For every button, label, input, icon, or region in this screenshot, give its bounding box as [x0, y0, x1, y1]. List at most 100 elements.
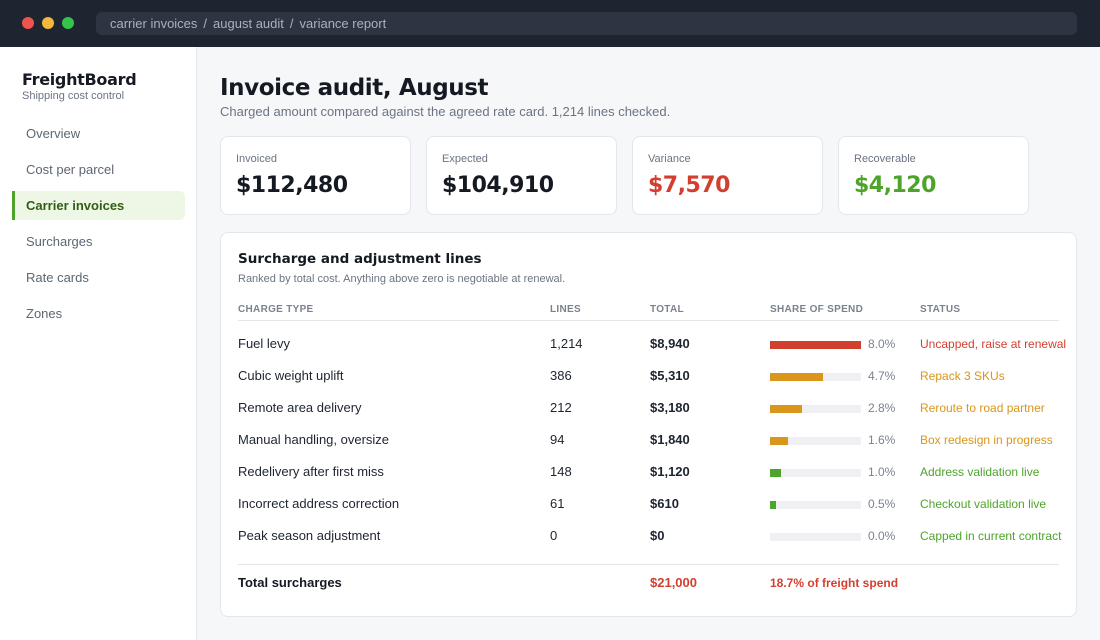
breadcrumb-separator: / [289, 16, 294, 31]
surcharge-panel: Surcharge and adjustment lines Ranked by… [220, 232, 1077, 617]
column-header-lines[interactable]: LINES [550, 304, 581, 315]
breadcrumb-item[interactable]: carrier invoices [110, 16, 198, 31]
sidebar-item-zones[interactable]: Zones [26, 306, 63, 321]
window-titlebar: carrier invoices / august audit / variance r… [0, 0, 1100, 47]
stat-label: Invoiced [236, 153, 277, 165]
breadcrumb-item[interactable]: variance report [299, 16, 387, 31]
sidebar-item-rate-cards[interactable]: Rate cards [26, 270, 89, 285]
close-window-button[interactable] [22, 17, 34, 29]
share-percent-cell: 0.5% [868, 497, 896, 511]
share-percent-cell: 1.6% [868, 433, 896, 447]
share-bar-fill [770, 469, 782, 477]
total-cell: $1,840 [650, 432, 690, 447]
table-row[interactable]: Manual handling, oversize 94 $1,840 1.6% Box… [221, 424, 1076, 456]
panel-subtitle: Ranked by total cost. Anything above zer… [238, 273, 566, 285]
table-row[interactable]: Fuel levy 1,214 $8,940 8.0% Uncapped, raise … [221, 328, 1076, 360]
minimize-window-button[interactable] [42, 17, 54, 29]
total-cell: $8,940 [650, 336, 690, 351]
stat-card-expected: Expected $104,910 [426, 136, 617, 215]
footer-label: Total surcharges [238, 575, 342, 590]
status-cell: Address validation live [920, 465, 1040, 479]
maximize-window-button[interactable] [62, 17, 74, 29]
stat-label: Expected [442, 153, 488, 165]
share-bar-track [770, 501, 861, 509]
share-bar-track [770, 469, 861, 477]
charge-type-cell: Manual handling, oversize [238, 432, 390, 447]
sidebar-item-overview[interactable]: Overview [26, 126, 81, 141]
panel-title: Surcharge and adjustment lines [238, 251, 482, 267]
page-subtitle: Charged amount compared against the agre… [220, 104, 671, 119]
share-bar-fill [770, 501, 776, 509]
status-cell: Checkout validation live [920, 497, 1047, 511]
charge-type-cell: Incorrect address correction [238, 496, 400, 511]
column-header-charge-type[interactable]: CHARGE TYPE [238, 304, 314, 315]
stat-value: $4,120 [854, 173, 936, 198]
brand-name: FreightBoard [22, 70, 137, 89]
sidebar-item-cost-per-parcel[interactable]: Cost per parcel [26, 162, 115, 177]
charge-type-cell: Fuel levy [238, 336, 291, 351]
column-header-share-of-spend[interactable]: SHARE OF SPEND [770, 304, 864, 315]
breadcrumb[interactable]: carrier invoices / august audit / variance r… [96, 12, 1077, 35]
share-bar-track [770, 405, 861, 413]
stat-label: Recoverable [854, 153, 916, 165]
share-percent-cell: 4.7% [868, 369, 896, 383]
lines-cell: 386 [550, 368, 572, 383]
lines-cell: 212 [550, 400, 572, 415]
lines-cell: 0 [550, 528, 558, 543]
lines-cell: 1,214 [550, 336, 583, 351]
sidebar: FreightBoard Shipping cost control Overv… [0, 47, 197, 640]
share-percent-cell: 1.0% [868, 465, 896, 479]
lines-cell: 148 [550, 464, 572, 479]
breadcrumb-separator: / [203, 16, 208, 31]
status-cell: Uncapped, raise at renewal [920, 337, 1067, 351]
share-bar-fill [770, 405, 802, 413]
share-bar-fill [770, 437, 789, 445]
total-cell: $1,120 [650, 464, 690, 479]
share-bar-track [770, 373, 861, 381]
lines-cell: 61 [550, 496, 565, 511]
share-percent-cell: 8.0% [868, 337, 896, 351]
stat-card-variance: Variance $7,570 [632, 136, 823, 215]
charge-type-cell: Cubic weight uplift [238, 368, 344, 383]
share-bar-fill [770, 373, 824, 381]
table-row[interactable]: Incorrect address correction 61 $610 0.5% Ch… [221, 488, 1076, 520]
share-percent-cell: 2.8% [868, 401, 896, 415]
status-cell: Box redesign in progress [920, 433, 1053, 447]
table-row[interactable]: Redelivery after first miss 148 $1,120 1.0%… [221, 456, 1076, 488]
table-row[interactable]: Cubic weight uplift 386 $5,310 4.7% Repack 3… [221, 360, 1076, 392]
table-row[interactable]: Peak season adjustment 0 $0 0.0% Capped in c… [221, 520, 1076, 552]
charge-type-cell: Remote area delivery [238, 400, 362, 415]
stat-card-invoiced: Invoiced $112,480 [220, 136, 411, 215]
stat-value: $112,480 [236, 173, 348, 198]
stat-value: $104,910 [442, 173, 554, 198]
column-header-total[interactable]: TOTAL [650, 304, 684, 315]
stat-card-recoverable: Recoverable $4,120 [838, 136, 1029, 215]
share-bar-fill [770, 341, 861, 349]
breadcrumb-item[interactable]: august audit [213, 16, 284, 31]
footer-divider [238, 564, 1059, 565]
header-divider [238, 320, 1059, 321]
sidebar-item-surcharges[interactable]: Surcharges [26, 234, 93, 249]
total-cell: $0 [650, 528, 665, 543]
column-header-status[interactable]: STATUS [920, 304, 961, 315]
footer-total: $21,000 [650, 575, 697, 590]
share-percent-cell: 0.0% [868, 529, 896, 543]
charge-type-cell: Redelivery after first miss [238, 464, 384, 479]
footer-note: 18.7% of freight spend [770, 576, 899, 590]
total-cell: $610 [650, 496, 679, 511]
status-cell: Repack 3 SKUs [920, 369, 1005, 383]
stat-value: $7,570 [648, 173, 730, 198]
status-cell: Capped in current contract [920, 529, 1062, 543]
share-bar-track [770, 341, 861, 349]
table-row[interactable]: Remote area delivery 212 $3,180 2.8% Reroute… [221, 392, 1076, 424]
charge-type-cell: Peak season adjustment [238, 528, 381, 543]
share-bar-track [770, 533, 861, 541]
status-cell: Reroute to road partner [920, 401, 1045, 415]
page-title: Invoice audit, August [220, 75, 489, 101]
total-cell: $3,180 [650, 400, 690, 415]
sidebar-item-carrier-invoices[interactable]: Carrier invoices [12, 191, 185, 220]
total-cell: $5,310 [650, 368, 690, 383]
share-bar-track [770, 437, 861, 445]
lines-cell: 94 [550, 432, 565, 447]
stat-label: Variance [648, 153, 691, 165]
